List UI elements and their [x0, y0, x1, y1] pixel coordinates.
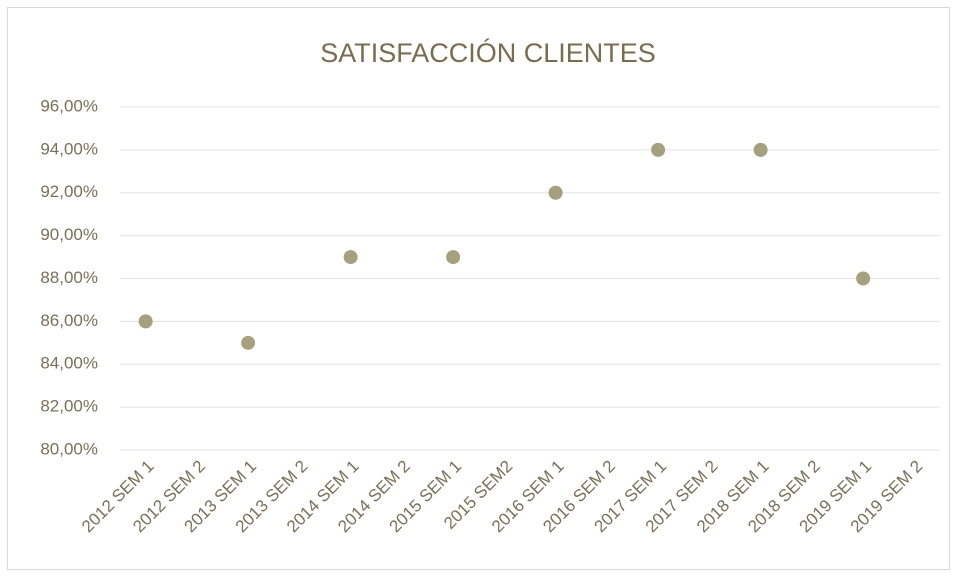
marker	[548, 185, 563, 200]
y-tick-label: 88,00%	[40, 268, 98, 287]
y-tick-label: 80,00%	[40, 439, 98, 458]
marker	[138, 314, 153, 329]
marker	[651, 142, 666, 157]
y-tick-label: 82,00%	[40, 397, 98, 416]
marker	[856, 271, 871, 286]
y-tick-label: 94,00%	[40, 139, 98, 158]
y-tick-label: 86,00%	[40, 311, 98, 330]
marker	[241, 335, 256, 350]
marker	[446, 250, 461, 265]
marker	[753, 142, 768, 157]
chart-border	[7, 7, 950, 570]
marker	[343, 250, 358, 265]
chart-title: SATISFACCIÓN CLIENTES	[320, 37, 656, 68]
y-tick-label: 90,00%	[40, 225, 98, 244]
y-tick-label: 92,00%	[40, 182, 98, 201]
y-tick-label: 96,00%	[40, 96, 98, 115]
y-tick-label: 84,00%	[40, 354, 98, 373]
